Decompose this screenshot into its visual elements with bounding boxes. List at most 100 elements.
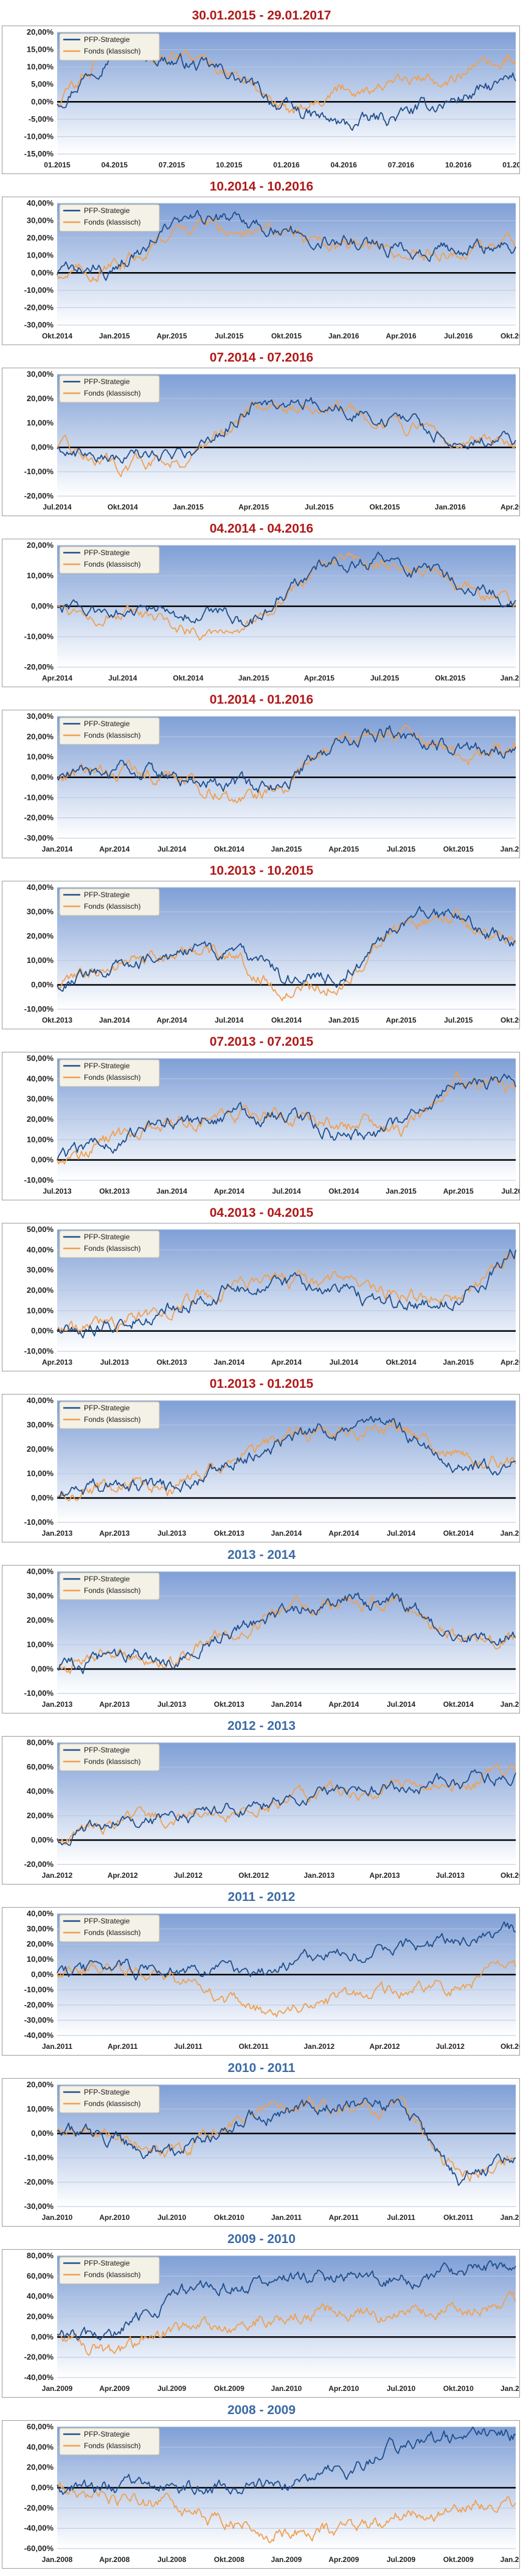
x-tick-label: Apr.2008 [99,2555,130,2564]
x-tick-label: Apr.2013 [42,1358,72,1367]
legend: PFP-Strategie Fonds (klassisch) [59,2256,160,2284]
y-tick-label: 10,00% [27,62,54,71]
y-tick-label: -10,00% [24,1004,54,1013]
x-tick-label: Okt.2013 [42,1016,72,1024]
y-tick-label: -10,00% [24,1517,54,1527]
y-tick-label: 40,00% [27,1074,54,1083]
x-tick-label: Okt.2009 [443,2555,474,2564]
chart-frame: -10,00% 0,00% 10,00% 20,00% 30,00% 40,00% Jan.… [2,1565,520,1713]
x-tick-label: Jul.2015 [215,332,244,340]
y-tick-label: 0,00% [31,2129,54,2138]
chart-panel: 30.01.2015 - 29.01.2017 -15,00% -10,00% -5,… [0,7,523,174]
chart-svg: -30,00% -20,00% -10,00% 0,00% 10,00% 20,00% 30… [24,712,519,853]
x-tick-label: Apr.2016 [386,332,416,340]
y-tick-label: 40,00% [27,883,54,892]
x-tick-label: Apr.2015 [304,674,334,682]
y-tick-label: 60,00% [27,2271,54,2280]
legend: PFP-Strategie Fonds (klassisch) [59,1572,160,1600]
legend: PFP-Strategie Fonds (klassisch) [59,1230,160,1258]
x-tick-label: Apr.2011 [329,2213,359,2222]
legend-label: PFP-Strategie [84,1746,130,1754]
y-tick-label: 30,00% [27,1924,54,1933]
y-tick-label: 30,00% [27,712,54,721]
chart-frame: -30,00% -20,00% -10,00% 0,00% 10,00% 20,00% Ja… [2,2078,520,2227]
x-tick-label: Apr.2014 [156,1016,187,1024]
y-tick-label: 60,00% [27,1762,54,1771]
chart-title: 04.2013 - 04.2015 [209,1206,314,1220]
y-tick-label: -10,00% [24,131,54,141]
chart-svg: -40,00% -30,00% -20,00% -10,00% 0,00% 10,00% 2… [24,1909,519,2051]
legend-label: Fonds (klassisch) [84,731,140,740]
chart-title: 10.2014 - 10.2016 [209,180,314,194]
x-tick-label: Okt.2015 [500,1016,519,1024]
legend: PFP-Strategie Fonds (klassisch) [59,2427,160,2455]
x-tick-label: Jan.2015 [271,845,302,853]
x-tick-label: Jul.2014 [330,1358,359,1367]
y-tick-label: 20,00% [27,1939,54,1948]
x-tick-label: 10.2016 [445,161,472,169]
y-tick-label: 10,00% [27,1640,54,1649]
x-tick-label: Jul.2014 [387,1529,416,1538]
y-tick-label: 60,00% [27,2422,54,2431]
chart-title: 2010 - 2011 [227,2061,296,2075]
legend-label: PFP-Strategie [84,719,130,728]
x-tick-label: 01.2017 [502,161,519,169]
x-tick-label: Okt.2013 [214,1529,244,1538]
x-tick-label: 04.2015 [102,161,128,169]
x-tick-label: Okt.2015 [443,845,474,853]
y-tick-label: 20,00% [27,2463,54,2472]
x-tick-label: Apr.2014 [99,845,130,853]
legend: PFP-Strategie Fonds (klassisch) [59,1401,160,1429]
y-tick-label: 30,00% [27,369,54,379]
series-line-pfp-strategie [57,906,516,992]
chart-frame: -60,00% -40,00% -20,00% 0,00% 20,00% 40,00% 60… [2,2420,520,2569]
series-line-pfp-strategie [57,1921,516,1981]
x-tick-label: Jan.2009 [42,2384,73,2393]
y-tick-label: 10,00% [27,752,54,761]
y-tick-label: 80,00% [27,2251,54,2260]
y-tick-label: 0,00% [31,1664,54,1673]
legend-box [59,1743,160,1771]
chart-svg: -20,00% -10,00% 0,00% 10,00% 20,00% 30,00% Jul… [24,369,519,511]
legend-label: PFP-Strategie [84,2259,130,2267]
y-tick-label: -30,00% [24,2015,54,2025]
y-tick-label: 5,00% [31,80,54,89]
legend-label: Fonds (klassisch) [84,1073,140,1082]
y-tick-label: 20,00% [27,27,54,37]
legend-label: Fonds (klassisch) [84,2441,140,2450]
x-tick-label: Apr.2015 [156,332,187,340]
chart-title: 01.2014 - 01.2016 [209,693,314,707]
chart-panel: 2008 - 2009 -60,00% -40,00% -20,00% 0,00% 20,… [0,2402,523,2569]
chart-panel: 10.2014 - 10.2016 -30,00% -20,00% -10,00% 0,… [0,178,523,345]
x-tick-label: Jan.2016 [328,332,359,340]
x-tick-label: Apr.2012 [108,1871,138,1880]
x-tick-label: Jan.2013 [42,1529,73,1538]
y-tick-label: 20,00% [27,1115,54,1124]
legend-label: PFP-Strategie [84,891,130,899]
chart-svg: -10,00% 0,00% 10,00% 20,00% 30,00% 40,00% Okt.… [24,883,519,1024]
chart-frame: -10,00% 0,00% 10,00% 20,00% 30,00% 40,00% 50,0… [2,1052,520,1200]
series-line-fonds-klassisch [57,552,516,641]
legend-label: Fonds (klassisch) [84,47,140,55]
x-tick-label: Jan.2009 [271,2555,302,2564]
x-tick-label: Apr.2014 [214,1187,244,1195]
series-line-pfp-strategie [57,1769,516,1846]
x-tick-label: Jul.2013 [158,1529,187,1538]
y-tick-label: 80,00% [27,1738,54,1747]
legend-label: PFP-Strategie [84,1404,130,1412]
chart-frame: -40,00% -20,00% 0,00% 20,00% 40,00% 60,00% 80,… [2,2249,520,2398]
y-tick-label: -10,00% [24,1346,54,1356]
y-tick-label: 15,00% [27,45,54,54]
x-tick-label: Jan.2012 [500,2213,519,2222]
series-line-pfp-strategie [57,2426,516,2495]
y-tick-label: -10,00% [24,1985,54,1994]
legend-label: Fonds (klassisch) [84,2270,140,2279]
x-tick-label: Jul.2014 [215,1016,244,1024]
x-tick-label: Apr.2013 [99,1700,130,1709]
legend-box [59,375,160,403]
series-line-pfp-strategie [57,1416,516,1498]
legend-box [59,2085,160,2113]
y-tick-label: -20,00% [24,2177,54,2186]
x-tick-label: Apr.2009 [99,2384,130,2393]
